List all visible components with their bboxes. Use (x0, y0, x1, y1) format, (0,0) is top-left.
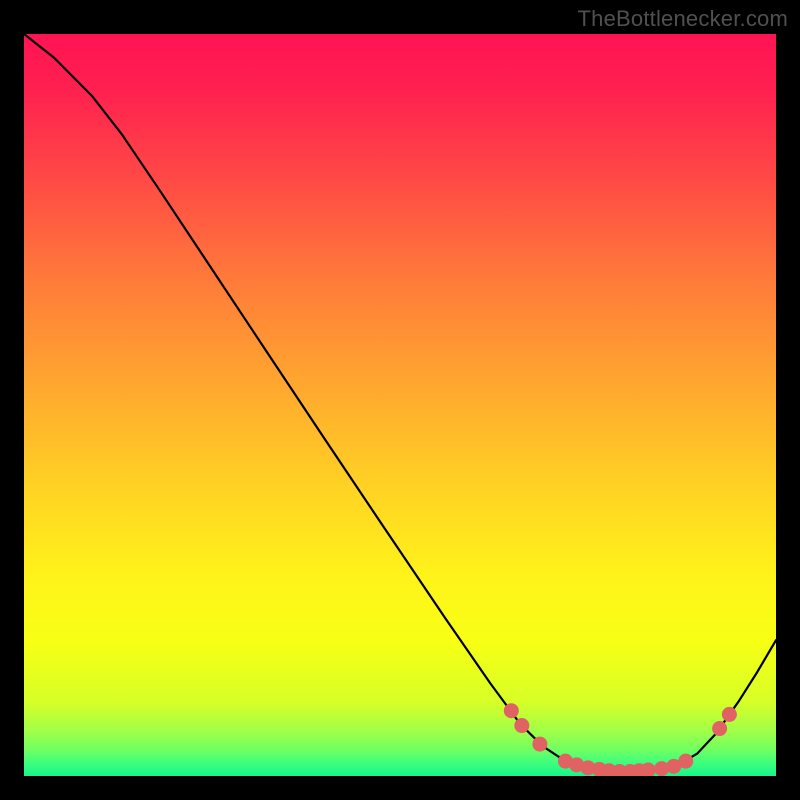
marker-dot (514, 718, 529, 733)
marker-dot (722, 707, 737, 722)
marker-dot (712, 721, 727, 736)
plot-svg (24, 34, 776, 776)
marker-dot (504, 703, 519, 718)
plot-area (24, 34, 776, 776)
marker-dot (678, 754, 693, 769)
chart-container: TheBottlenecker.com (0, 0, 800, 800)
marker-dot (532, 737, 547, 752)
gradient-background (24, 34, 776, 776)
watermark-text: TheBottlenecker.com (578, 6, 788, 32)
